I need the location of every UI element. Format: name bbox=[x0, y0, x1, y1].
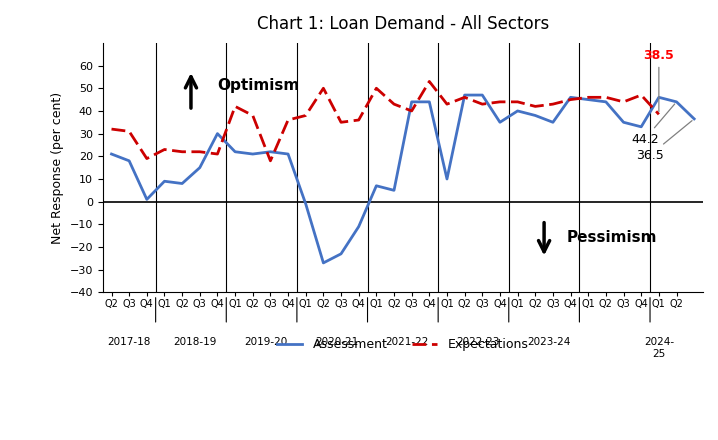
Text: Optimism: Optimism bbox=[218, 78, 299, 93]
Text: 44.2: 44.2 bbox=[631, 104, 675, 146]
Text: 38.5: 38.5 bbox=[643, 49, 674, 112]
Text: 2017-18: 2017-18 bbox=[108, 337, 151, 347]
Y-axis label: Net Response (per cent): Net Response (per cent) bbox=[51, 92, 64, 244]
Text: 2019-20: 2019-20 bbox=[244, 337, 288, 347]
Text: 2021-22: 2021-22 bbox=[386, 337, 429, 347]
Title: Chart 1: Loan Demand - All Sectors: Chart 1: Loan Demand - All Sectors bbox=[257, 15, 549, 33]
Text: 2023-24: 2023-24 bbox=[527, 337, 570, 347]
Text: 2022-23: 2022-23 bbox=[456, 337, 500, 347]
Legend: Assessment, Expectations: Assessment, Expectations bbox=[272, 333, 533, 356]
Text: 2018-19: 2018-19 bbox=[174, 337, 217, 347]
Text: 2024-
25: 2024- 25 bbox=[644, 337, 674, 359]
Text: 36.5: 36.5 bbox=[636, 121, 692, 161]
Text: Pessimism: Pessimism bbox=[567, 231, 658, 246]
Text: 2020-21: 2020-21 bbox=[315, 337, 358, 347]
